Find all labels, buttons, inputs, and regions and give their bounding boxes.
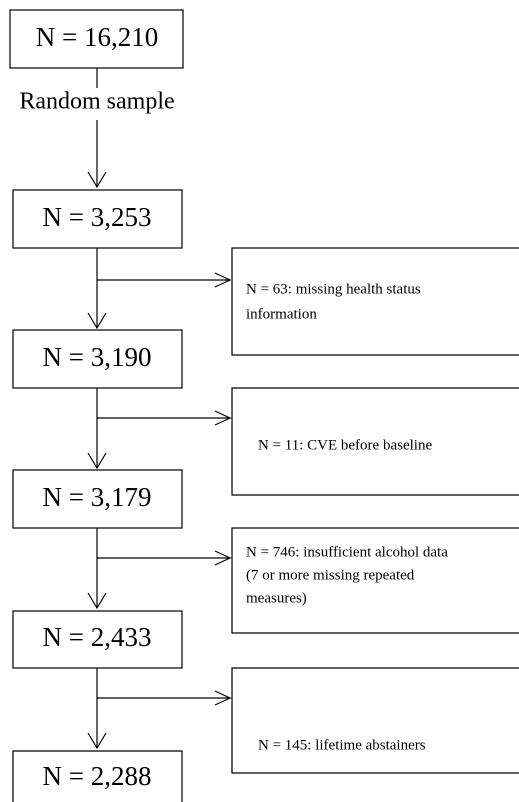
exclusion-box xyxy=(231,527,519,634)
exclusion-text: N = 11: CVE before baseline xyxy=(258,437,432,453)
arrowhead xyxy=(87,452,107,470)
node-label: N = 2,288 xyxy=(43,761,152,791)
arrowhead xyxy=(87,171,107,189)
node-label: N = 3,190 xyxy=(43,342,152,372)
arrowhead xyxy=(214,272,232,288)
exclusion-text: N = 145: lifetime abstainers xyxy=(258,737,426,753)
node-label: N = 16,210 xyxy=(36,22,158,52)
arrowhead xyxy=(87,592,107,610)
arrowhead xyxy=(214,690,232,706)
arrowhead xyxy=(87,312,107,330)
node-box xyxy=(12,189,183,249)
arrowhead xyxy=(87,732,107,750)
exclusion-box xyxy=(231,667,519,774)
arrowhead xyxy=(214,550,232,566)
arrowhead xyxy=(214,410,232,426)
exclusion-text: information xyxy=(246,306,317,322)
exclusion-text: N = 746: insufficient alcohol data xyxy=(246,544,448,560)
node-box xyxy=(12,750,183,802)
node-box xyxy=(9,9,184,69)
exclusion-box xyxy=(231,387,519,496)
exclusion-text: measures) xyxy=(246,590,307,606)
node-box xyxy=(12,469,183,529)
node-label: N = 2,433 xyxy=(43,622,152,652)
exclusion-text: N = 63: missing health status xyxy=(246,281,421,297)
exclusion-text: (7 or more missing repeated xyxy=(246,567,415,583)
exclusion-box xyxy=(231,247,519,356)
node-label: N = 3,253 xyxy=(43,202,152,232)
node-box xyxy=(12,329,183,389)
step-label: Random sample xyxy=(19,89,174,115)
node-box xyxy=(12,610,183,669)
node-label: N = 3,179 xyxy=(43,482,152,512)
